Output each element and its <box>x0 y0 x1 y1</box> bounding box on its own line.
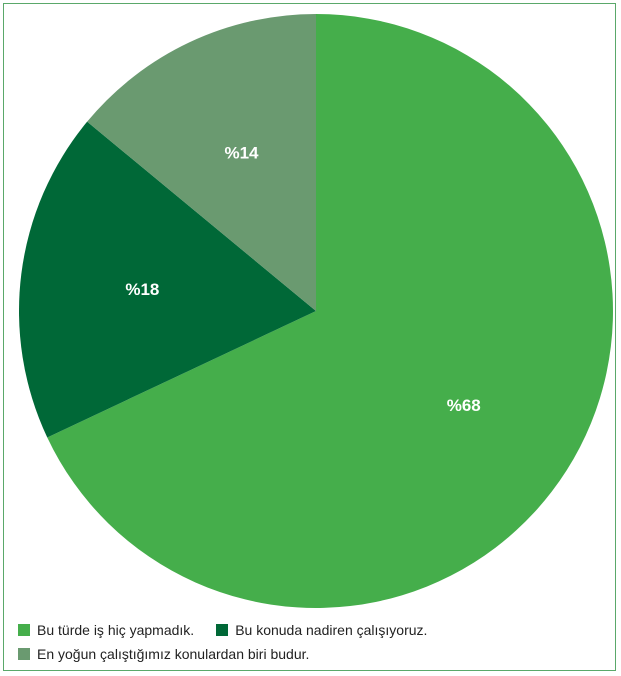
legend-swatch-3 <box>18 648 30 660</box>
legend: Bu türde iş hiç yapmadık. Bu konuda nadi… <box>18 618 608 666</box>
legend-label-2: Bu konuda nadiren çalışıyoruz. <box>235 622 428 638</box>
legend-label-1: Bu türde iş hiç yapmadık. <box>37 622 195 638</box>
pie-labels: %68 %18 %14 <box>125 144 480 415</box>
pie-slice-label-3: %14 <box>224 144 259 163</box>
legend-label-3: En yoğun çalıştığımız konulardan biri bu… <box>37 646 310 662</box>
legend-item-1: Bu türde iş hiç yapmadık. <box>18 620 194 640</box>
legend-swatch-1 <box>18 624 30 636</box>
pie-slice-label-2: %18 <box>125 280 159 299</box>
pie-slice-1 <box>47 14 613 608</box>
legend-item-3: En yoğun çalıştığımız konulardan biri bu… <box>18 644 309 664</box>
pie-slice-3 <box>87 13 317 311</box>
legend-item-2: Bu konuda nadiren çalışıyoruz. <box>216 620 427 640</box>
pie-slices <box>19 13 613 608</box>
pie-slice-label-1: %68 <box>447 396 481 415</box>
legend-row-2: En yoğun çalıştığımız konulardan biri bu… <box>18 642 608 666</box>
legend-swatch-2 <box>216 624 229 636</box>
legend-row-1: Bu türde iş hiç yapmadık. Bu konuda nadi… <box>18 618 608 642</box>
pie-slice-2 <box>19 121 316 438</box>
